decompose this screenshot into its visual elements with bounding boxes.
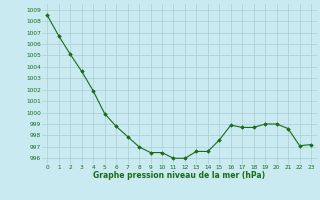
X-axis label: Graphe pression niveau de la mer (hPa): Graphe pression niveau de la mer (hPa) [93, 171, 265, 180]
